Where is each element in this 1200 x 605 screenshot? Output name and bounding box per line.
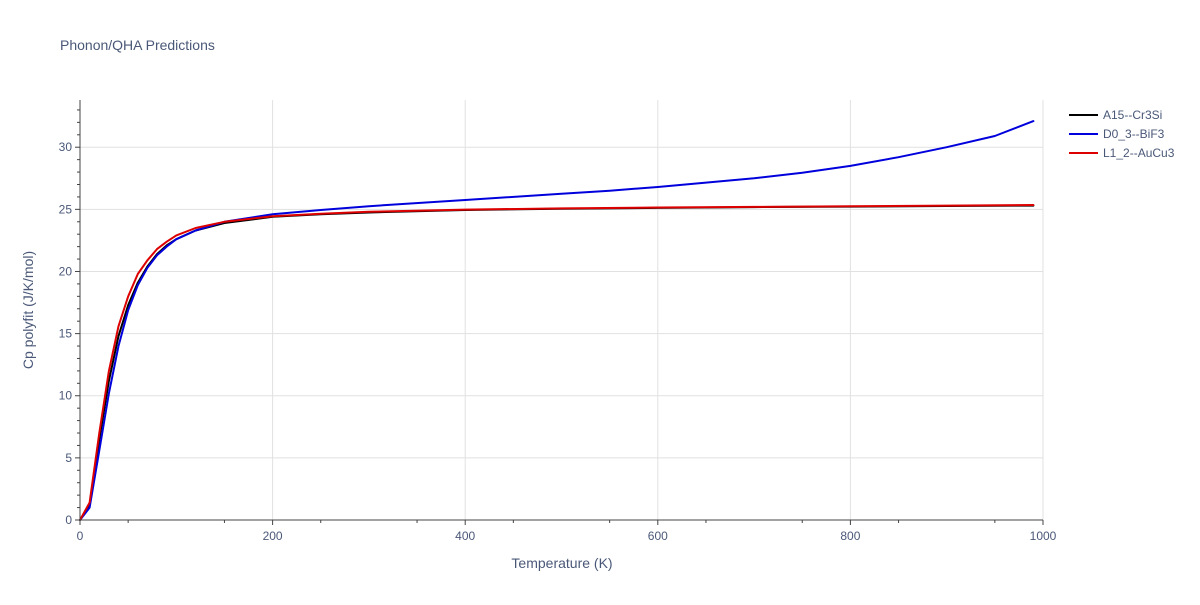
y-tick-label: 5 — [65, 451, 72, 465]
x-tick-label: 600 — [648, 529, 668, 543]
y-tick-label: 25 — [59, 202, 73, 216]
x-tick-label: 1000 — [1030, 529, 1057, 543]
y-tick-label: 15 — [59, 327, 73, 341]
x-tick-label: 0 — [77, 529, 84, 543]
x-tick-label: 800 — [840, 529, 860, 543]
grid — [80, 100, 1044, 520]
legend-item[interactable]: D0_3--BiF3 — [1069, 127, 1165, 141]
legend-label: A15--Cr3Si — [1103, 108, 1162, 122]
x-tick-label: 400 — [455, 529, 475, 543]
y-axis-title: Cp polyfit (J/K/mol) — [20, 251, 36, 369]
series-lines — [79, 120, 1035, 521]
legend-label: L1_2--AuCu3 — [1103, 146, 1175, 160]
y-tick-label: 10 — [59, 389, 73, 403]
legend-item[interactable]: A15--Cr3Si — [1069, 108, 1162, 122]
x-axis-title: Temperature (K) — [511, 555, 612, 571]
legend-item[interactable]: L1_2--AuCu3 — [1069, 146, 1175, 160]
y-tick-label: 20 — [59, 264, 73, 278]
legend-label: D0_3--BiF3 — [1103, 127, 1165, 141]
series-line-L1_2--AuCu3 — [79, 204, 1035, 521]
legend[interactable]: A15--Cr3Si D0_3--BiF3 L1_2--AuCu3 — [1069, 108, 1175, 160]
axes: 0 200 400 600 800 1000 0 5 10 15 20 25 30 — [59, 100, 1057, 543]
series-line-D0_3--BiF3 — [79, 120, 1035, 521]
y-tick-label: 30 — [59, 140, 73, 154]
chart-title: Phonon/QHA Predictions — [60, 37, 215, 53]
y-tick-label: 0 — [65, 513, 72, 527]
x-tick-label: 200 — [263, 529, 283, 543]
